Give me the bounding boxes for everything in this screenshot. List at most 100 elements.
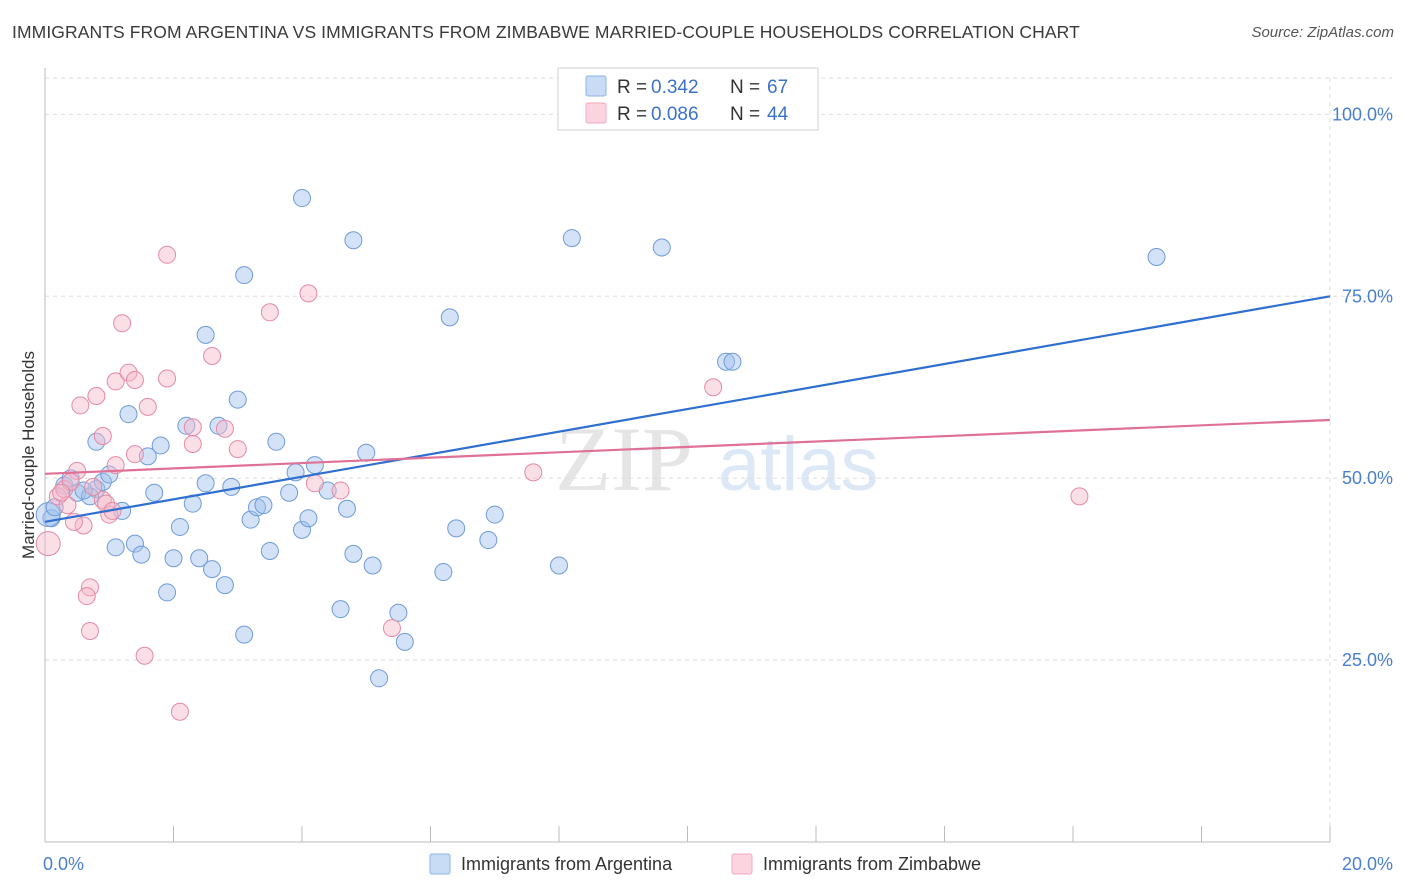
data-point bbox=[215, 576, 234, 595]
data-point bbox=[87, 480, 106, 499]
data-point bbox=[280, 483, 299, 502]
data-point bbox=[260, 541, 279, 560]
data-point bbox=[158, 245, 177, 264]
tick-labels: 25.0% 50.0% 75.0% 100.0% 0.0% 20.0% bbox=[43, 104, 1393, 874]
data-point bbox=[337, 499, 356, 518]
data-point bbox=[77, 587, 96, 606]
legend-n-value: 44 bbox=[767, 104, 789, 125]
data-point bbox=[395, 632, 414, 651]
data-point bbox=[260, 303, 279, 322]
data-point bbox=[723, 352, 742, 371]
axes bbox=[44, 68, 1331, 843]
data-point bbox=[235, 625, 254, 644]
data-point bbox=[138, 397, 157, 416]
data-point bbox=[235, 266, 254, 285]
data-point bbox=[106, 456, 125, 475]
data-point bbox=[87, 386, 106, 405]
data-point bbox=[524, 463, 543, 482]
data-point bbox=[363, 556, 382, 575]
legend-n-label: N = bbox=[730, 104, 760, 125]
data-point bbox=[84, 477, 103, 496]
data-point bbox=[344, 544, 363, 563]
data-point bbox=[145, 483, 164, 502]
data-point bbox=[52, 483, 71, 502]
trend-lines bbox=[44, 295, 1331, 523]
watermark-zip: ZIP bbox=[555, 408, 693, 510]
data-point bbox=[382, 619, 401, 638]
data-point bbox=[299, 284, 318, 303]
data-point bbox=[357, 443, 376, 462]
data-point bbox=[125, 445, 144, 464]
data-points bbox=[35, 189, 1166, 721]
data-point bbox=[344, 231, 363, 250]
trend-line-argentina bbox=[44, 295, 1331, 523]
data-point bbox=[267, 432, 286, 451]
data-point bbox=[717, 352, 736, 371]
data-point bbox=[293, 520, 311, 539]
legend-swatch-zimbabwe bbox=[585, 102, 607, 124]
data-point bbox=[203, 346, 222, 365]
data-point bbox=[305, 474, 324, 493]
data-point bbox=[203, 560, 222, 579]
y-tick-label: 75.0% bbox=[1342, 286, 1393, 306]
data-point bbox=[299, 509, 318, 528]
legend-r-value: 0.342 bbox=[651, 77, 699, 98]
data-point bbox=[74, 516, 93, 535]
bottom-legend-swatch-zimbabwe bbox=[731, 853, 753, 875]
data-point bbox=[1147, 247, 1166, 266]
legend-r-label: R = bbox=[617, 77, 647, 98]
data-point bbox=[305, 456, 324, 475]
data-point bbox=[106, 372, 125, 391]
data-point bbox=[68, 461, 87, 480]
data-point bbox=[704, 378, 723, 397]
data-point bbox=[71, 396, 90, 415]
data-point bbox=[151, 436, 170, 455]
data-point bbox=[331, 481, 350, 500]
data-point bbox=[93, 426, 112, 445]
x-tick-label-min: 0.0% bbox=[43, 854, 84, 874]
data-point bbox=[479, 531, 498, 550]
data-point bbox=[389, 603, 408, 622]
legend: R = 0.342 N = 67 R = 0.086 N = 44 bbox=[557, 67, 819, 131]
data-point bbox=[447, 519, 466, 538]
data-point bbox=[331, 600, 350, 619]
data-point bbox=[177, 416, 196, 435]
data-point bbox=[132, 545, 151, 564]
y-tick-label: 25.0% bbox=[1342, 650, 1393, 670]
legend-n-value: 67 bbox=[767, 77, 788, 98]
data-point bbox=[562, 229, 581, 248]
data-point bbox=[1070, 487, 1089, 506]
bottom-legend: Immigrants from Argentina Immigrants fro… bbox=[429, 853, 981, 875]
data-point bbox=[106, 538, 125, 557]
data-point bbox=[125, 370, 144, 389]
bottom-legend-label-zimbabwe: Immigrants from Zimbabwe bbox=[763, 854, 981, 874]
data-point bbox=[434, 563, 453, 582]
y-tick-label: 50.0% bbox=[1342, 468, 1393, 488]
data-point bbox=[550, 556, 568, 575]
trend-line-zimbabwe bbox=[44, 418, 1331, 475]
data-point bbox=[440, 308, 459, 327]
y-tick-label: 100.0% bbox=[1332, 104, 1393, 124]
data-point bbox=[170, 702, 189, 721]
watermark-atlas: atlas bbox=[718, 422, 879, 507]
data-point bbox=[74, 481, 93, 500]
bottom-legend-label-argentina: Immigrants from Argentina bbox=[461, 854, 673, 874]
data-point bbox=[293, 189, 311, 208]
data-point bbox=[183, 434, 202, 453]
data-point bbox=[35, 531, 61, 557]
data-point bbox=[222, 477, 241, 496]
data-point bbox=[370, 669, 389, 688]
data-point bbox=[93, 472, 112, 491]
data-point bbox=[158, 369, 177, 388]
data-point bbox=[196, 474, 215, 493]
legend-n-label: N = bbox=[730, 77, 760, 98]
data-point bbox=[135, 646, 154, 665]
y-axis-title: Married-couple Households bbox=[19, 351, 38, 559]
data-point bbox=[158, 583, 177, 602]
legend-swatch-argentina bbox=[585, 75, 607, 97]
data-point bbox=[125, 534, 144, 553]
data-point bbox=[119, 363, 138, 382]
data-point bbox=[170, 517, 189, 536]
data-point bbox=[248, 498, 267, 517]
